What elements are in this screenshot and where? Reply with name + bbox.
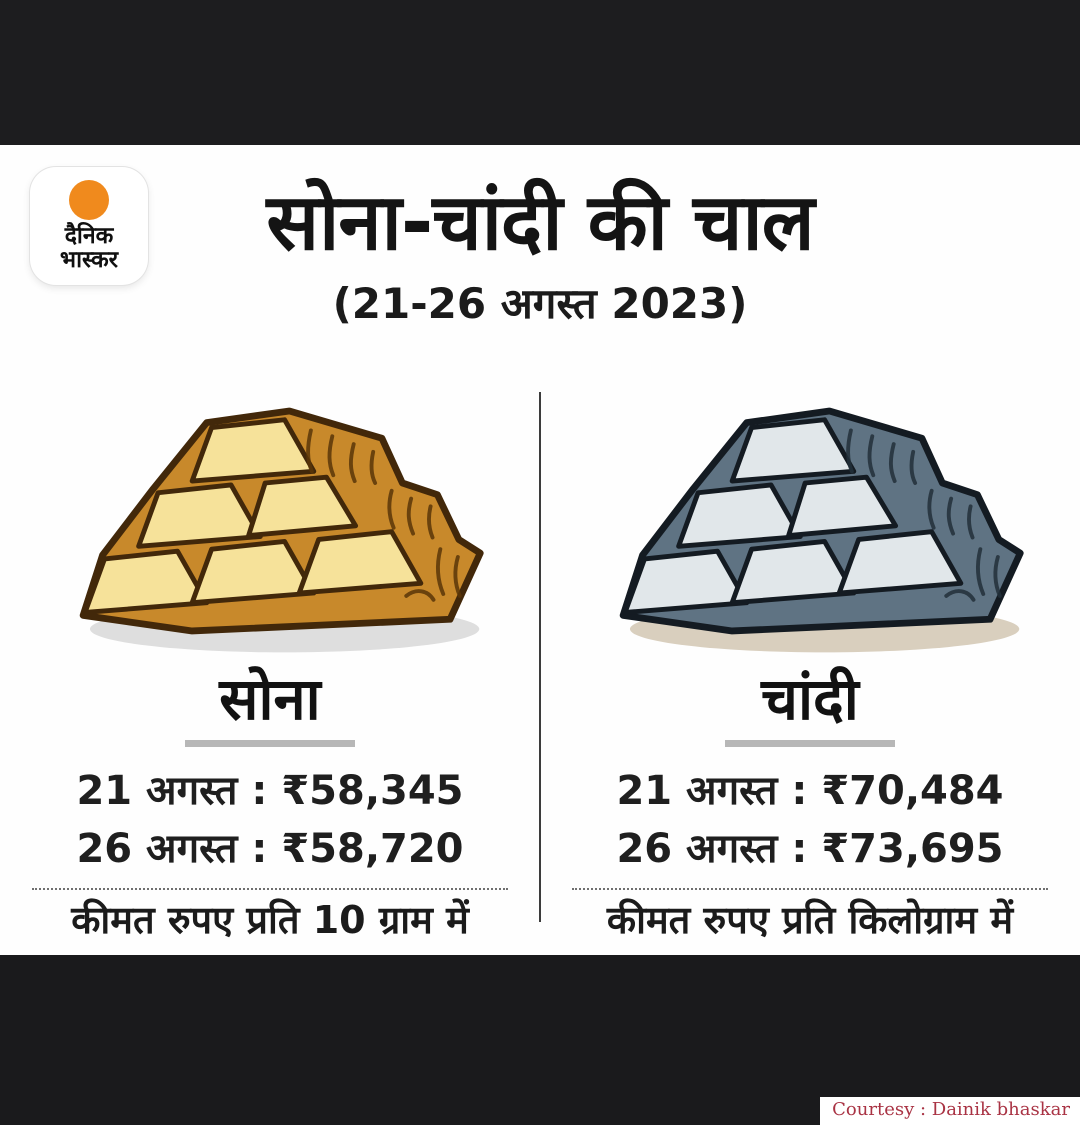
silver-heading: चांदी: [761, 664, 859, 733]
silver-unit-footnote: कीमत रुपए प्रति किलोग्राम में: [606, 898, 1014, 943]
bottom-letterbox-band: Courtesy : Dainik bhaskar: [0, 955, 1080, 1125]
gold-column: सोना 21 अगस्त : ₹58,345 26 अगस्त : ₹58,7…: [0, 374, 540, 943]
silver-price-aug26: 26 अगस्त : ₹73,695: [616, 826, 1004, 873]
top-letterbox-band: [0, 0, 1080, 145]
silver-footnote-divider: कीमत रुपए प्रति किलोग्राम में: [572, 888, 1048, 943]
logo-text-line1: दैनिक: [64, 223, 114, 250]
silver-ingot-stack-icon: [619, 407, 1024, 652]
vertical-divider: [539, 391, 541, 922]
gold-ingot-stack-icon: [79, 407, 484, 652]
courtesy-credit: Courtesy : Dainik bhaskar: [820, 1097, 1080, 1125]
page-title: सोना-चांदी की चाल: [266, 178, 814, 268]
gold-unit-footnote: कीमत रुपए प्रति 10 ग्राम में: [71, 898, 469, 943]
silver-heading-underline: [725, 740, 895, 748]
gold-heading-underline: [185, 740, 355, 748]
gold-price-aug26: 26 अगस्त : ₹58,720: [76, 826, 464, 873]
logo-sun-icon: [69, 180, 109, 221]
silver-price-aug21: 21 अगस्त : ₹70,484: [616, 768, 1004, 815]
gold-heading: सोना: [219, 664, 321, 733]
dainik-bhaskar-logo: दैनिक भास्कर: [30, 167, 148, 285]
price-columns: सोना 21 अगस्त : ₹58,345 26 अगस्त : ₹58,7…: [0, 374, 1080, 943]
silver-column: चांदी 21 अगस्त : ₹70,484 26 अगस्त : ₹73,…: [540, 374, 1080, 943]
gold-price-aug21: 21 अगस्त : ₹58,345: [76, 768, 464, 815]
page-subtitle: (21-26 अगस्त 2023): [332, 279, 748, 329]
logo-text-line2: भास्कर: [59, 246, 119, 273]
infographic-card: दैनिक भास्कर सोना-चांदी की चाल (21-26 अग…: [0, 145, 1080, 955]
gold-footnote-divider: कीमत रुपए प्रति 10 ग्राम में: [32, 888, 508, 943]
